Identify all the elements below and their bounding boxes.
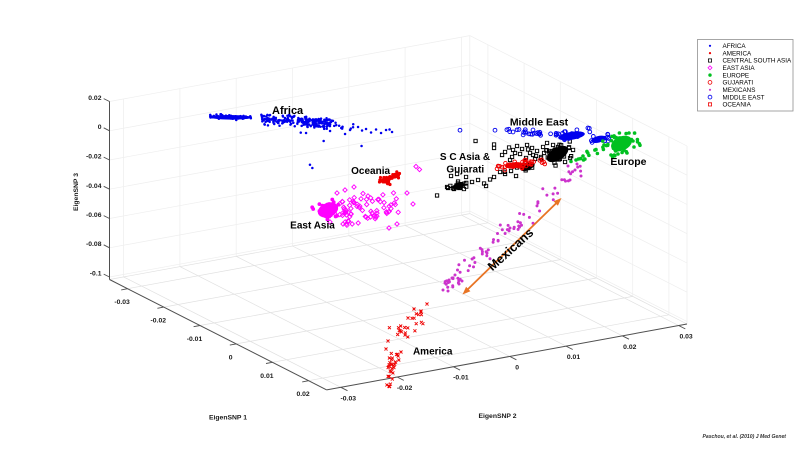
svg-text:AMERICA: AMERICA (723, 50, 752, 57)
svg-text:OCEANIA: OCEANIA (723, 102, 752, 109)
svg-text:-0.08: -0.08 (86, 241, 102, 248)
svg-text:Oceania: Oceania (351, 166, 390, 177)
svg-text:Middle East: Middle East (510, 117, 569, 129)
svg-text:-0.04: -0.04 (86, 183, 102, 190)
svg-text:EAST ASIA: EAST ASIA (723, 65, 756, 72)
svg-text:Africa: Africa (272, 105, 304, 117)
svg-text:S C Asia &: S C Asia & (440, 152, 490, 163)
svg-text:America: America (413, 347, 453, 358)
svg-text:-0.03: -0.03 (341, 395, 357, 402)
svg-text:Europe: Europe (610, 156, 646, 168)
svg-text:EigenSNP 3: EigenSNP 3 (73, 173, 80, 211)
svg-text:East Asia: East Asia (290, 221, 335, 232)
svg-text:0: 0 (515, 364, 519, 371)
svg-text:-0.03: -0.03 (114, 299, 130, 306)
svg-text:-0.02: -0.02 (397, 385, 413, 392)
svg-text:EigenSNP 2: EigenSNP 2 (478, 413, 516, 420)
svg-text:Paschou, et al. (2010) J Med G: Paschou, et al. (2010) J Med Genet (702, 434, 786, 440)
svg-text:0.01: 0.01 (260, 373, 273, 380)
svg-text:EUROPE: EUROPE (723, 72, 750, 79)
svg-text:MIDDLE EAST: MIDDLE EAST (723, 94, 765, 101)
svg-text:EigenSNP 1: EigenSNP 1 (209, 415, 247, 422)
svg-text:0: 0 (98, 124, 102, 131)
svg-text:-0.01: -0.01 (187, 336, 203, 343)
svg-text:0.02: 0.02 (623, 344, 636, 351)
svg-text:-0.06: -0.06 (86, 212, 102, 219)
svg-text:0.03: 0.03 (679, 334, 692, 341)
svg-text:Gujarati: Gujarati (446, 165, 484, 176)
svg-text:AFRICA: AFRICA (723, 43, 747, 50)
svg-text:0: 0 (229, 354, 233, 361)
svg-text:0.01: 0.01 (567, 354, 580, 361)
svg-text:-0.02: -0.02 (86, 154, 102, 161)
svg-text:0.02: 0.02 (88, 95, 101, 102)
svg-text:-0.1: -0.1 (90, 271, 102, 278)
svg-text:0.02: 0.02 (296, 391, 309, 398)
svg-text:CENTRAL SOUTH ASIA: CENTRAL SOUTH ASIA (723, 58, 792, 65)
svg-text:GUJARATI: GUJARATI (723, 80, 754, 87)
svg-text:MEXICANS: MEXICANS (723, 87, 756, 94)
svg-text:-0.02: -0.02 (151, 318, 167, 325)
svg-text:-0.01: -0.01 (453, 375, 469, 382)
